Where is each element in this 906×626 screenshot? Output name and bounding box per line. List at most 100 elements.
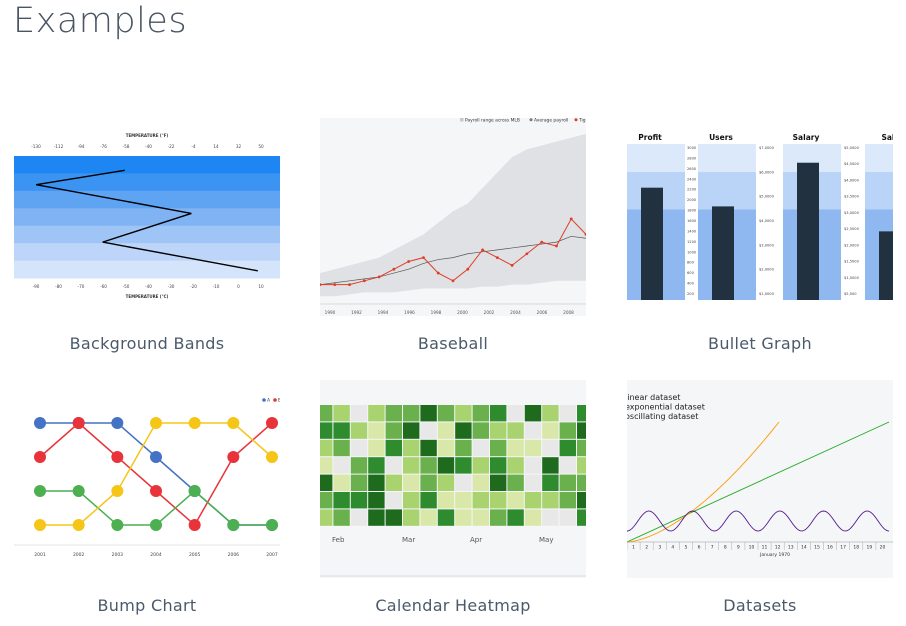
legend-swatch-b [273, 398, 277, 402]
x-tick-label: 19 [866, 545, 872, 551]
heatmap-cell [472, 439, 489, 457]
series-point [188, 485, 201, 497]
caption-bump-chart[interactable]: Bump Chart [97, 596, 197, 615]
example-card-background-bands[interactable]: TEMPERATURE (°F) -130 -112 -94 -76 -58 -40 -22-… [14, 118, 280, 353]
heatmap-cell [403, 492, 420, 509]
tigers-point [466, 267, 470, 271]
bullet-graph-chart: Profit 3000 2800 2600 2400 2200 2000 1800 1600 14… [627, 118, 893, 316]
heatmap-cell [333, 422, 350, 439]
x-tick-label: 2006 [228, 552, 240, 558]
legend-entry: oscillating dataset [627, 412, 698, 421]
bottom-tick-label: -90 [33, 284, 40, 289]
heatmap-cell [455, 474, 472, 491]
heatmap-cell [490, 474, 507, 491]
heatmap-cell [320, 457, 333, 474]
caption-calendar-heatmap[interactable]: Calendar Heatmap [375, 596, 531, 615]
heatmap-cell [472, 492, 489, 509]
thumbnail-baseball[interactable]: 1990 1992 1994 1996 1998 2000 2002 2004 2006 2008… [320, 118, 586, 316]
tigers-point [320, 283, 322, 287]
tigers-point [422, 256, 425, 259]
thumbnail-datasets[interactable]: linear dataset exponential dataset oscilla… [627, 380, 893, 578]
caption-background-bands[interactable]: Background Bands [69, 334, 225, 353]
x-tick-label: 12 [775, 545, 781, 551]
x-tick-label: 2002 [73, 552, 85, 558]
x-axis-title: January 1970 [759, 552, 790, 558]
example-card-baseball[interactable]: 1990 1992 1994 1996 1998 2000 2002 2004 2006 2008… [320, 118, 586, 353]
thumbnail-bullet-graph[interactable]: Profit 3000 2800 2600 2400 2200 2000 1800 1600 14… [627, 118, 893, 316]
heatmap-cell [385, 422, 402, 439]
x-tick-label: 1 [632, 545, 635, 551]
x-tick-label: 7 [711, 545, 714, 551]
series-point [34, 451, 46, 463]
heatmap-cell [490, 422, 507, 439]
heatmap-cell [333, 457, 350, 474]
heatmap-cell [385, 492, 402, 509]
example-card-bump-chart[interactable]: 2001 2002 2003 2004 2005 2006 2007 A B Bump Char… [14, 380, 280, 615]
tigers-point [451, 279, 455, 283]
heatmap-cell [403, 474, 420, 491]
x-tick-label: 10 [749, 545, 755, 551]
tigers-point [407, 260, 411, 263]
tick-label: 1200 [687, 240, 697, 244]
thumbnail-bump-chart[interactable]: 2001 2002 2003 2004 2005 2006 2007 A B [14, 380, 280, 578]
x-tick-label: 15 [814, 545, 820, 551]
x-tick-label: 20 [880, 545, 886, 551]
caption-bullet-graph[interactable]: Bullet Graph [708, 334, 812, 353]
heatmap-cell [350, 405, 368, 422]
tick-label: $3,0000 [844, 211, 860, 215]
bottom-tick-label: -60 [100, 284, 107, 289]
heatmap-cell [455, 405, 472, 422]
heatmap-cell [455, 439, 472, 457]
x-tick-label: 2002 [484, 310, 495, 315]
heatmap-cell [542, 439, 559, 457]
tigers-point [495, 256, 499, 259]
heatmap-cell [559, 405, 576, 422]
value-bar [797, 162, 819, 300]
top-tick-label: -76 [100, 144, 107, 149]
series-point [266, 519, 278, 531]
heatmap-cell [350, 439, 368, 457]
exponential-line [627, 421, 780, 543]
heatmap-cell [437, 439, 455, 457]
series-point [266, 417, 278, 429]
series-point [150, 451, 162, 463]
heatmap-cell [333, 492, 350, 509]
heatmap-cell [320, 492, 333, 509]
bottom-axis-title: TEMPERATURE (°C) [126, 294, 169, 299]
example-card-calendar-heatmap[interactable]: Feb Mar Apr May Calendar Heatmap [320, 380, 586, 615]
heatmap-cell [507, 405, 524, 422]
caption-baseball[interactable]: Baseball [417, 334, 489, 353]
heatmap-cell [385, 457, 402, 474]
x-tick-label: 4 [671, 545, 674, 551]
payroll-range-area [320, 133, 586, 297]
tigers-point [540, 240, 544, 244]
x-tick-label: 2003 [112, 552, 124, 558]
caption-datasets[interactable]: Datasets [723, 596, 797, 615]
thumbnail-calendar-heatmap[interactable]: Feb Mar Apr May [320, 380, 586, 578]
thumbnail-background-bands[interactable]: TEMPERATURE (°F) -130 -112 -94 -76 -58 -40 -22-… [14, 118, 280, 316]
series-point [72, 519, 85, 531]
oscillating-line [627, 510, 890, 532]
top-tick-label: -40 [145, 144, 152, 149]
top-tick-label: 32 [236, 144, 242, 149]
background-band [14, 156, 280, 174]
tick-label: $1,5000 [844, 260, 860, 264]
heatmap-cell [385, 439, 402, 457]
heatmap-cell [320, 474, 333, 491]
heatmap-cell [333, 405, 350, 422]
heatmap-cell [437, 422, 455, 439]
tigers-point [392, 267, 396, 271]
heatmap-cell [524, 405, 542, 422]
heatmap-cell [437, 405, 455, 422]
example-card-datasets[interactable]: linear dataset exponential dataset oscilla… [627, 380, 893, 615]
legend-a: A [267, 398, 271, 404]
heatmap-cell [420, 439, 437, 457]
heatmap-cell [524, 457, 542, 474]
top-tick-label: -58 [123, 144, 130, 149]
heatmap-cell [559, 509, 576, 526]
heatmap-cell [368, 457, 385, 474]
heatmap-cell [542, 405, 559, 422]
series-point [227, 519, 240, 531]
tick-label: 1000 [687, 250, 697, 254]
example-card-bullet-graph[interactable]: Profit 3000 2800 2600 2400 2200 2000 1800 1600 14… [627, 118, 893, 353]
